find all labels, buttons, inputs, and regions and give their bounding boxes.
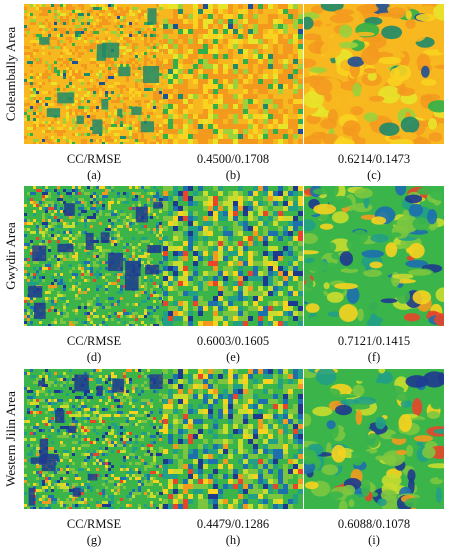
panel-letter: (h) [225,533,241,547]
metric-label: 0.6214/0.1473 [337,152,411,166]
area-name: Coleambally Area [3,26,18,122]
map-image [304,369,444,509]
map-panel [304,4,444,144]
metric-label: CC/RMSE [66,152,122,166]
metric-label: 0.6003/0.1605 [196,334,270,348]
map-panel [24,186,164,326]
panel-letter: (i) [368,533,380,547]
panel-letter: (d) [86,350,102,364]
map-image [304,4,444,144]
area-name: Gwydir Area [3,222,19,290]
metric-label: 0.7121/0.1415 [337,334,411,348]
area-name: Western Jilin Area [3,391,18,487]
map-image [163,369,303,509]
row-label-1: Coleambally Area [0,4,22,144]
map-image [24,4,164,144]
map-image [24,369,164,509]
panel-letter: (a) [87,168,101,182]
panel-letter: (c) [367,168,381,182]
map-image [163,4,303,144]
map-panel [304,186,444,326]
map-panel [304,369,444,509]
map-image [163,186,303,326]
map-panel [163,369,303,509]
metric-label: 0.4479/0.1286 [196,517,270,531]
panel-letter: (e) [226,350,240,364]
metric-label: 0.6088/0.1078 [337,517,411,531]
panel-letter: (g) [86,533,102,547]
metric-label: CC/RMSE [66,517,122,531]
map-panel [24,4,164,144]
metric-label: 0.4500/0.1708 [196,152,270,166]
map-image [304,186,444,326]
row-label-2: Gwydir Area [0,186,22,326]
map-panel [163,186,303,326]
metric-label: CC/RMSE [66,334,122,348]
map-image [24,186,164,326]
map-panel [24,369,164,509]
panel-letter: (f) [367,350,381,364]
map-panel [163,4,303,144]
panel-letter: (b) [225,168,241,182]
row-label-3: Western Jilin Area [0,369,22,509]
